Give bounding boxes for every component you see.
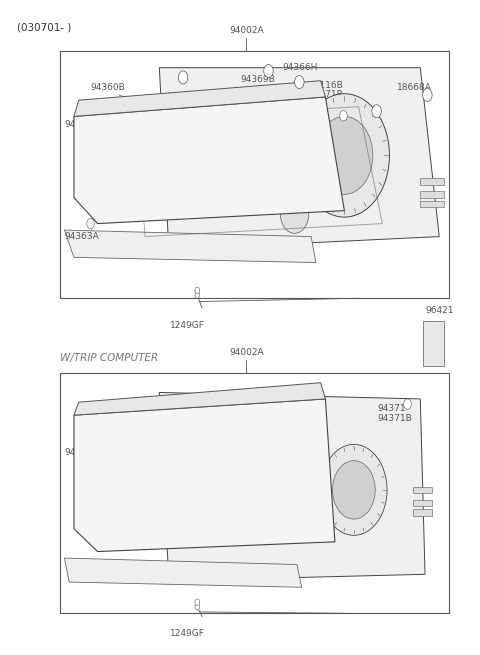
Circle shape xyxy=(228,415,318,538)
Circle shape xyxy=(423,88,432,102)
Text: 94363A: 94363A xyxy=(64,232,99,241)
Circle shape xyxy=(179,71,188,84)
Text: 96421: 96421 xyxy=(425,305,454,314)
Text: 94369B: 94369B xyxy=(240,75,275,84)
Text: 18643A: 18643A xyxy=(335,102,370,111)
Polygon shape xyxy=(420,191,444,198)
Text: 94002A: 94002A xyxy=(229,348,264,357)
Circle shape xyxy=(87,218,95,229)
Text: 18668A: 18668A xyxy=(396,83,432,92)
Circle shape xyxy=(185,94,266,204)
Circle shape xyxy=(195,291,200,298)
Polygon shape xyxy=(74,399,335,552)
Text: 94371B: 94371B xyxy=(378,414,412,423)
Circle shape xyxy=(280,195,309,233)
Circle shape xyxy=(264,64,273,77)
Circle shape xyxy=(321,444,387,535)
FancyBboxPatch shape xyxy=(60,373,449,613)
FancyBboxPatch shape xyxy=(60,52,449,298)
Circle shape xyxy=(195,288,200,293)
Text: 1249GF: 1249GF xyxy=(170,629,205,639)
Text: (030701- ): (030701- ) xyxy=(17,22,72,32)
Text: 94371: 94371 xyxy=(378,404,406,413)
Text: 1249GF: 1249GF xyxy=(170,321,205,330)
Polygon shape xyxy=(64,230,316,263)
Circle shape xyxy=(200,113,252,185)
Circle shape xyxy=(300,94,389,217)
Polygon shape xyxy=(74,97,344,223)
Polygon shape xyxy=(413,500,432,506)
Circle shape xyxy=(333,460,375,519)
Text: 94370: 94370 xyxy=(64,449,93,457)
Circle shape xyxy=(316,117,373,195)
Polygon shape xyxy=(420,201,444,208)
Circle shape xyxy=(195,599,200,605)
Text: W/TRIP COMPUTER: W/TRIP COMPUTER xyxy=(60,353,158,364)
Polygon shape xyxy=(159,392,425,581)
Polygon shape xyxy=(74,81,325,117)
Text: 94002A: 94002A xyxy=(229,26,264,35)
Text: 94116B: 94116B xyxy=(309,81,344,90)
Text: 94360B: 94360B xyxy=(91,83,125,92)
Polygon shape xyxy=(159,67,439,250)
Circle shape xyxy=(340,111,347,121)
Polygon shape xyxy=(64,558,301,588)
Polygon shape xyxy=(420,178,444,185)
Polygon shape xyxy=(413,510,432,516)
Circle shape xyxy=(195,603,200,610)
Text: 94370: 94370 xyxy=(64,121,93,130)
Circle shape xyxy=(404,399,411,409)
Circle shape xyxy=(372,105,382,118)
Text: 94366H: 94366H xyxy=(283,63,318,71)
Polygon shape xyxy=(74,383,325,415)
Text: 94360B: 94360B xyxy=(91,405,125,415)
Polygon shape xyxy=(413,487,432,493)
FancyBboxPatch shape xyxy=(423,321,444,366)
Text: 94371B: 94371B xyxy=(309,90,344,99)
Circle shape xyxy=(295,75,304,88)
Circle shape xyxy=(245,438,301,516)
